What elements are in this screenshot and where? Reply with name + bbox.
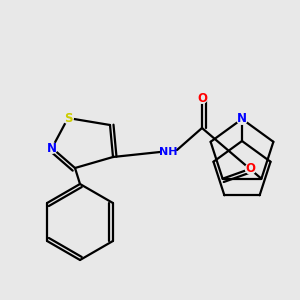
Text: O: O <box>246 162 256 175</box>
Circle shape <box>47 143 57 153</box>
Circle shape <box>237 114 247 124</box>
Circle shape <box>197 93 207 103</box>
Text: O: O <box>197 92 207 104</box>
Text: N: N <box>237 112 247 125</box>
Circle shape <box>163 147 173 157</box>
Text: NH: NH <box>159 147 177 157</box>
Text: N: N <box>47 142 57 154</box>
Circle shape <box>245 164 256 174</box>
Text: S: S <box>64 112 72 124</box>
Circle shape <box>63 113 73 123</box>
